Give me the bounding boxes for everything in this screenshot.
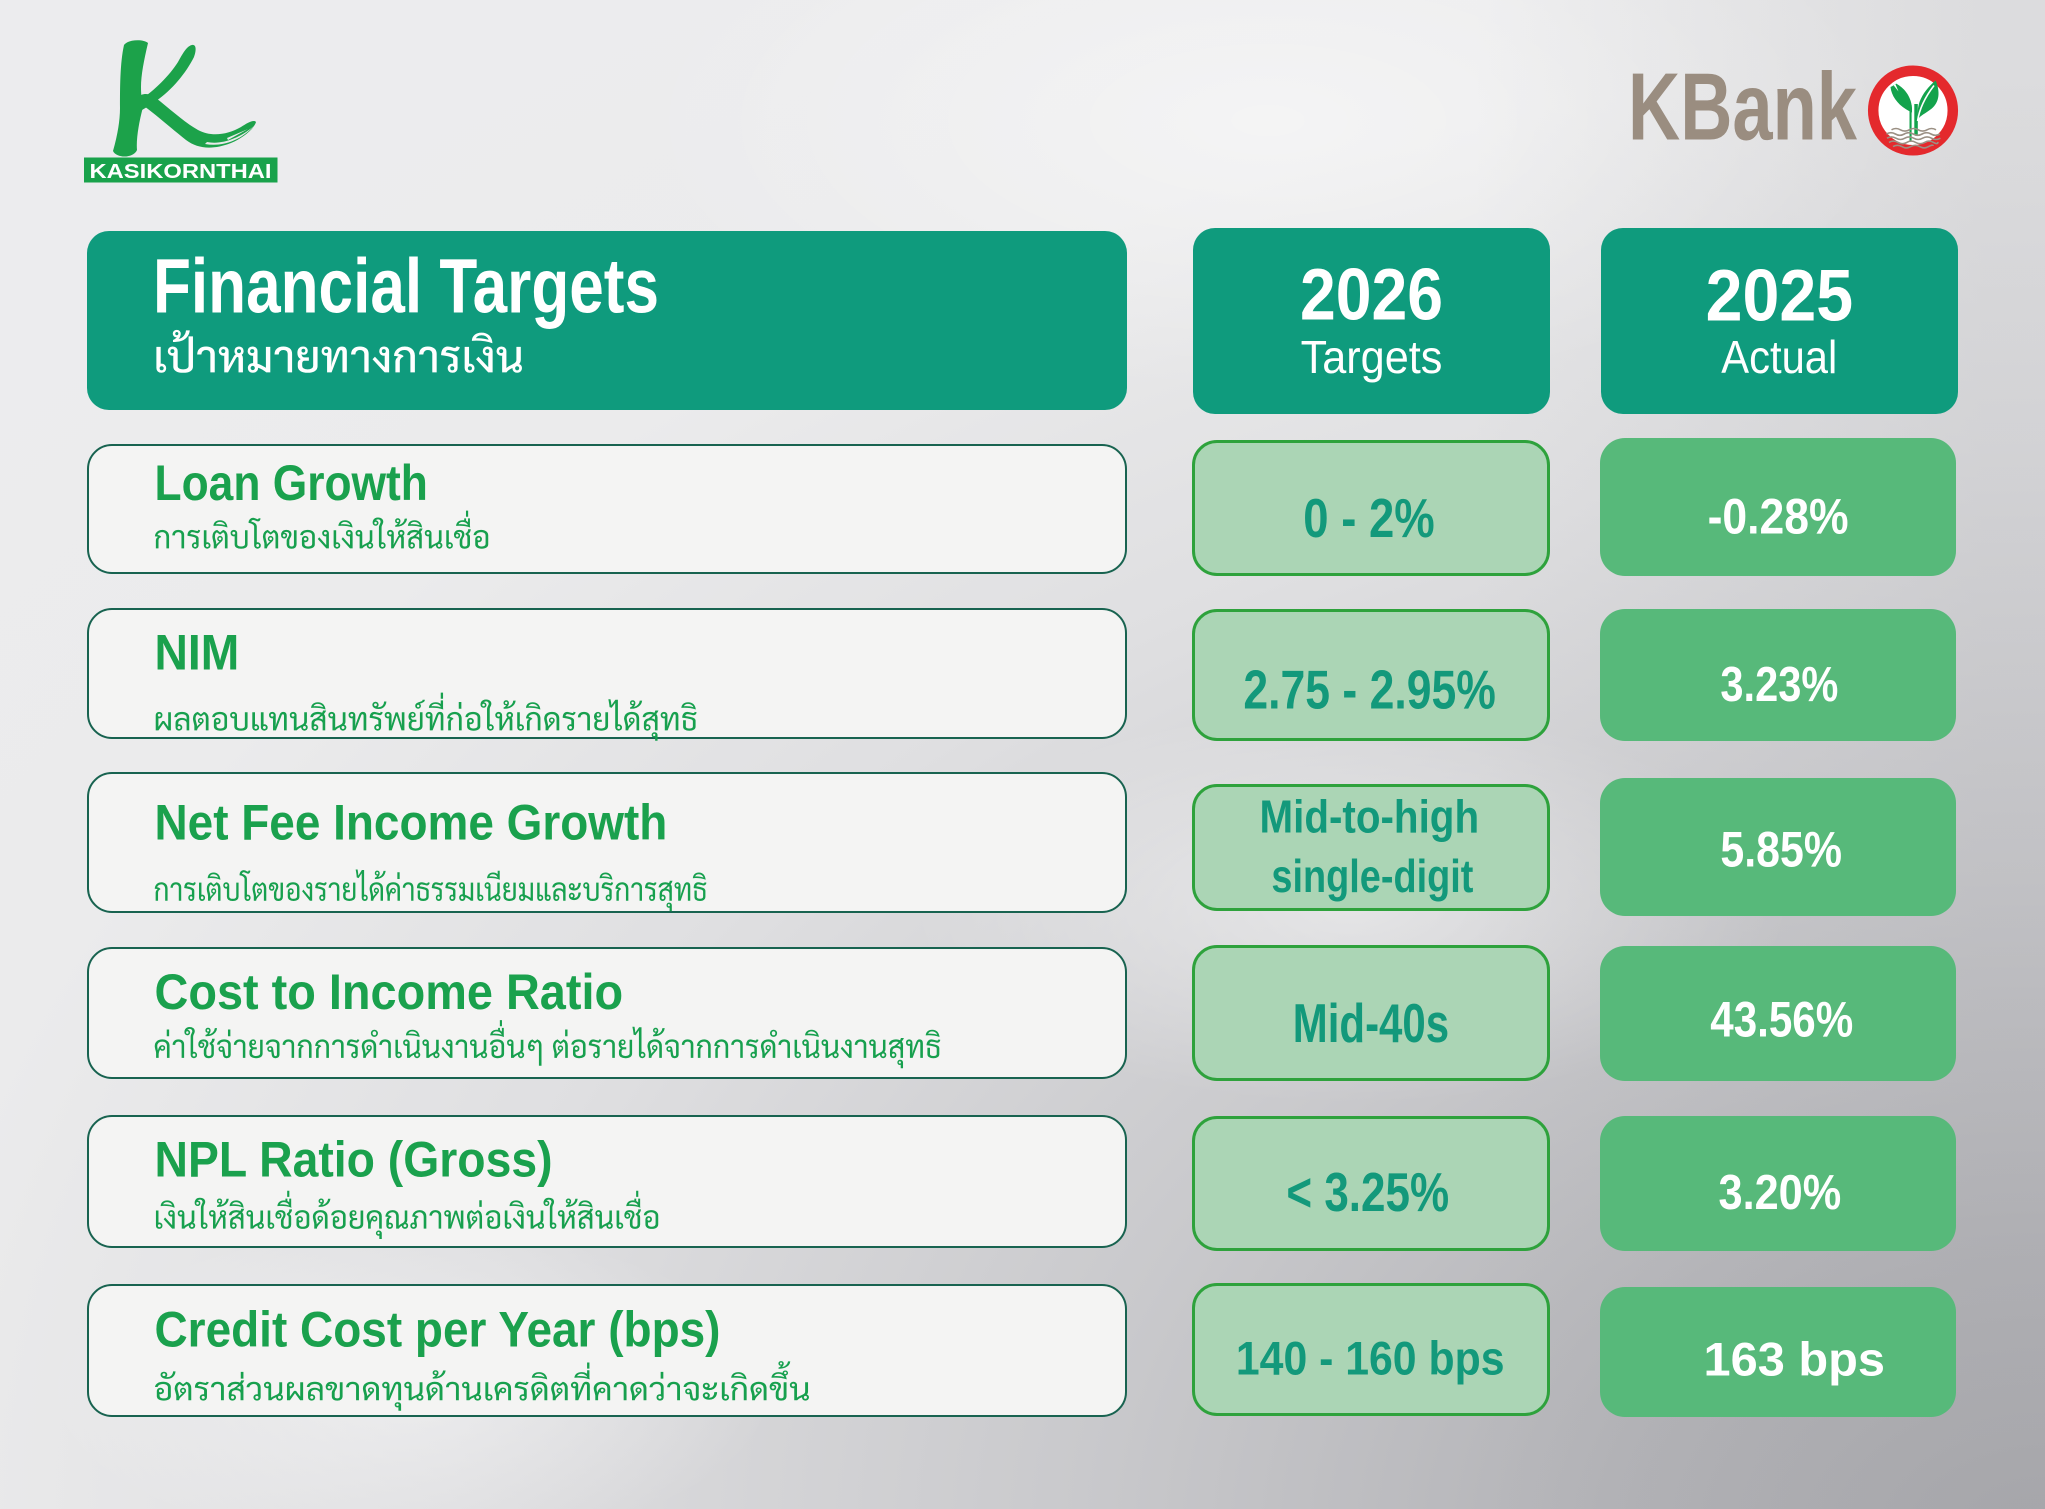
svg-text:Targets: Targets [1301, 331, 1443, 383]
svg-text:-0.28%: -0.28% [1708, 489, 1849, 545]
svg-text:Net Fee Income Growth: Net Fee Income Growth [155, 794, 668, 850]
svg-text:single-digit: single-digit [1271, 850, 1473, 902]
svg-text:3.20%: 3.20% [1719, 1165, 1842, 1220]
svg-text:2026: 2026 [1300, 253, 1443, 336]
svg-text:163 bps: 163 bps [1704, 1332, 1886, 1385]
svg-text:Loan Growth: Loan Growth [155, 455, 428, 511]
svg-text:140 - 160 bps: 140 - 160 bps [1236, 1332, 1505, 1385]
svg-text:Credit Cost per Year (bps): Credit Cost per Year (bps) [155, 1302, 721, 1358]
svg-text:3.23%: 3.23% [1720, 657, 1838, 712]
svg-text:NPL Ratio (Gross): NPL Ratio (Gross) [155, 1131, 553, 1187]
svg-text:< 3.25%: < 3.25% [1286, 1161, 1449, 1223]
svg-text:0 - 2%: 0 - 2% [1303, 487, 1434, 549]
svg-text:5.85%: 5.85% [1720, 822, 1842, 878]
svg-text:Cost to Income Ratio: Cost to Income Ratio [155, 964, 624, 1020]
svg-text:2.75 - 2.95%: 2.75 - 2.95% [1243, 659, 1496, 721]
svg-text:KASIKORNTHAI: KASIKORNTHAI [90, 160, 272, 183]
svg-text:NIM: NIM [155, 624, 240, 680]
svg-text:2025: 2025 [1706, 254, 1854, 337]
svg-text:KBank: KBank [1628, 55, 1858, 161]
svg-text:Mid-to-high: Mid-to-high [1260, 790, 1480, 842]
svg-text:Actual: Actual [1721, 331, 1837, 383]
svg-text:43.56%: 43.56% [1710, 991, 1853, 1048]
svg-text:Mid-40s: Mid-40s [1293, 992, 1449, 1054]
svg-text:Financial Targets: Financial Targets [153, 243, 659, 329]
